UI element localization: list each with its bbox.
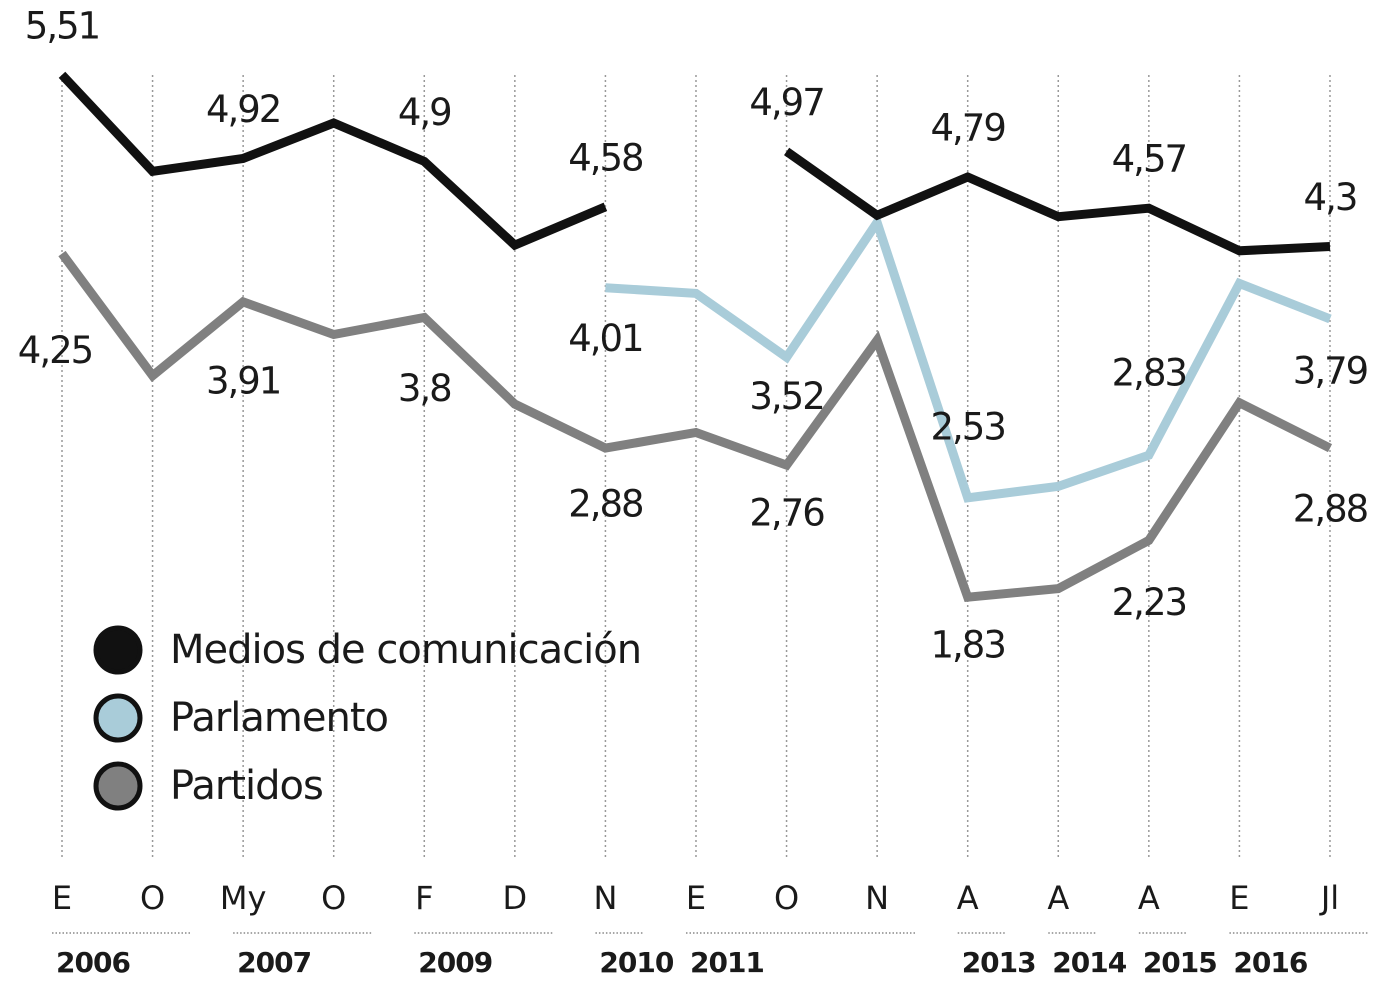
value-label: 4,79 — [931, 106, 1005, 149]
x-tick-label: A — [1047, 879, 1069, 917]
year-label: 2006 — [56, 946, 130, 979]
year-label: 2013 — [962, 946, 1036, 979]
series-line — [605, 212, 1332, 503]
year-label: 2014 — [1052, 946, 1126, 979]
x-tick-label: D — [503, 879, 528, 917]
x-tick-label: F — [415, 879, 433, 917]
value-label: 4,57 — [1112, 138, 1186, 181]
value-label: 3,79 — [1293, 349, 1367, 392]
x-tick-label: N — [593, 879, 617, 917]
value-label: 3,52 — [749, 375, 823, 418]
x-tick-label: Jl — [1319, 879, 1339, 917]
value-label: 4,3 — [1304, 176, 1357, 219]
x-tick-label: O — [321, 879, 346, 917]
year-label: 2007 — [237, 946, 311, 979]
x-tick-label: A — [957, 879, 979, 917]
value-label: 4,25 — [18, 329, 92, 372]
value-label: 3,91 — [206, 359, 280, 402]
year-label: 2016 — [1233, 946, 1307, 979]
series-line — [58, 250, 1333, 603]
value-label: 2,76 — [749, 492, 824, 535]
legend-swatch — [93, 761, 143, 811]
value-label: 2,53 — [931, 405, 1005, 448]
year-label: 2015 — [1143, 946, 1217, 979]
x-tick-label: My — [220, 879, 267, 917]
year-label: 2011 — [690, 946, 764, 979]
x-tick-label: N — [865, 879, 889, 917]
legend-swatch — [93, 625, 143, 675]
x-tick-label: O — [774, 879, 799, 917]
value-label: 2,23 — [1112, 581, 1186, 624]
legend-label: Partidos — [170, 763, 323, 809]
x-tick-label: O — [140, 879, 165, 917]
value-label: 5,51 — [25, 4, 99, 47]
year-label: 2010 — [599, 946, 673, 979]
value-label: 4,92 — [206, 88, 280, 131]
series-line — [58, 71, 1331, 256]
x-tick-label: E — [1229, 879, 1249, 917]
value-label: 2,88 — [1293, 488, 1368, 531]
x-tick-label: E — [686, 879, 706, 917]
year-label: 2009 — [418, 946, 492, 979]
value-label: 4,97 — [749, 81, 823, 124]
value-label: 3,8 — [398, 367, 451, 410]
legend-label: Medios de comunicación — [170, 627, 641, 673]
x-tick-label: E — [52, 879, 72, 917]
x-tick-label: A — [1138, 879, 1160, 917]
value-label: 4,58 — [568, 136, 643, 179]
value-label: 4,9 — [398, 91, 451, 134]
value-label: 2,83 — [1112, 352, 1186, 395]
legend-label: Parlamento — [170, 695, 388, 741]
value-label: 4,01 — [568, 317, 642, 360]
legend-swatch — [93, 693, 143, 743]
value-label: 1,83 — [931, 624, 1005, 667]
value-label: 2,88 — [568, 483, 643, 526]
